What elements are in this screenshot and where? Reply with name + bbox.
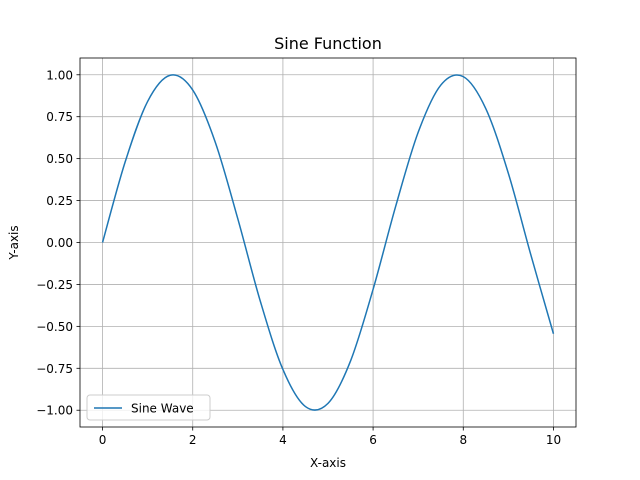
legend: Sine Wave [86, 394, 211, 421]
legend-box [86, 394, 211, 421]
y-tick-label: −0.25 [36, 278, 73, 292]
y-tick-label: −0.75 [36, 362, 73, 376]
legend-entry-sine-wave: Sine Wave [131, 402, 194, 416]
x-tick-label: 10 [546, 433, 561, 447]
axis-ticks: 0 2 4 6 8 10 −1.00 −0.75 −0.50 −0.25 0.00 0.25 0.50 0… [36, 68, 561, 447]
x-tick-label: 6 [369, 433, 377, 447]
y-tick-label: 0.25 [46, 194, 73, 208]
y-tick-label: 1.00 [46, 68, 73, 82]
y-tick-label: 0.50 [46, 152, 73, 166]
grid-lines [80, 58, 576, 427]
y-tick-label: 0.75 [46, 110, 73, 124]
x-tick-label: 2 [189, 433, 197, 447]
x-tick-label: 4 [279, 433, 287, 447]
chart-title: Sine Function [274, 34, 382, 53]
x-tick-label: 8 [459, 433, 467, 447]
x-axis-label: X-axis [310, 456, 346, 470]
y-tick-label: −0.50 [36, 320, 73, 334]
series-line-sine-wave [101, 74, 555, 411]
y-tick-label: 0.00 [46, 236, 73, 250]
series-layer [101, 74, 555, 411]
y-tick-label: −1.00 [36, 404, 73, 418]
y-axis-label: Y-axis [7, 225, 21, 260]
x-tick-label: 0 [99, 433, 107, 447]
